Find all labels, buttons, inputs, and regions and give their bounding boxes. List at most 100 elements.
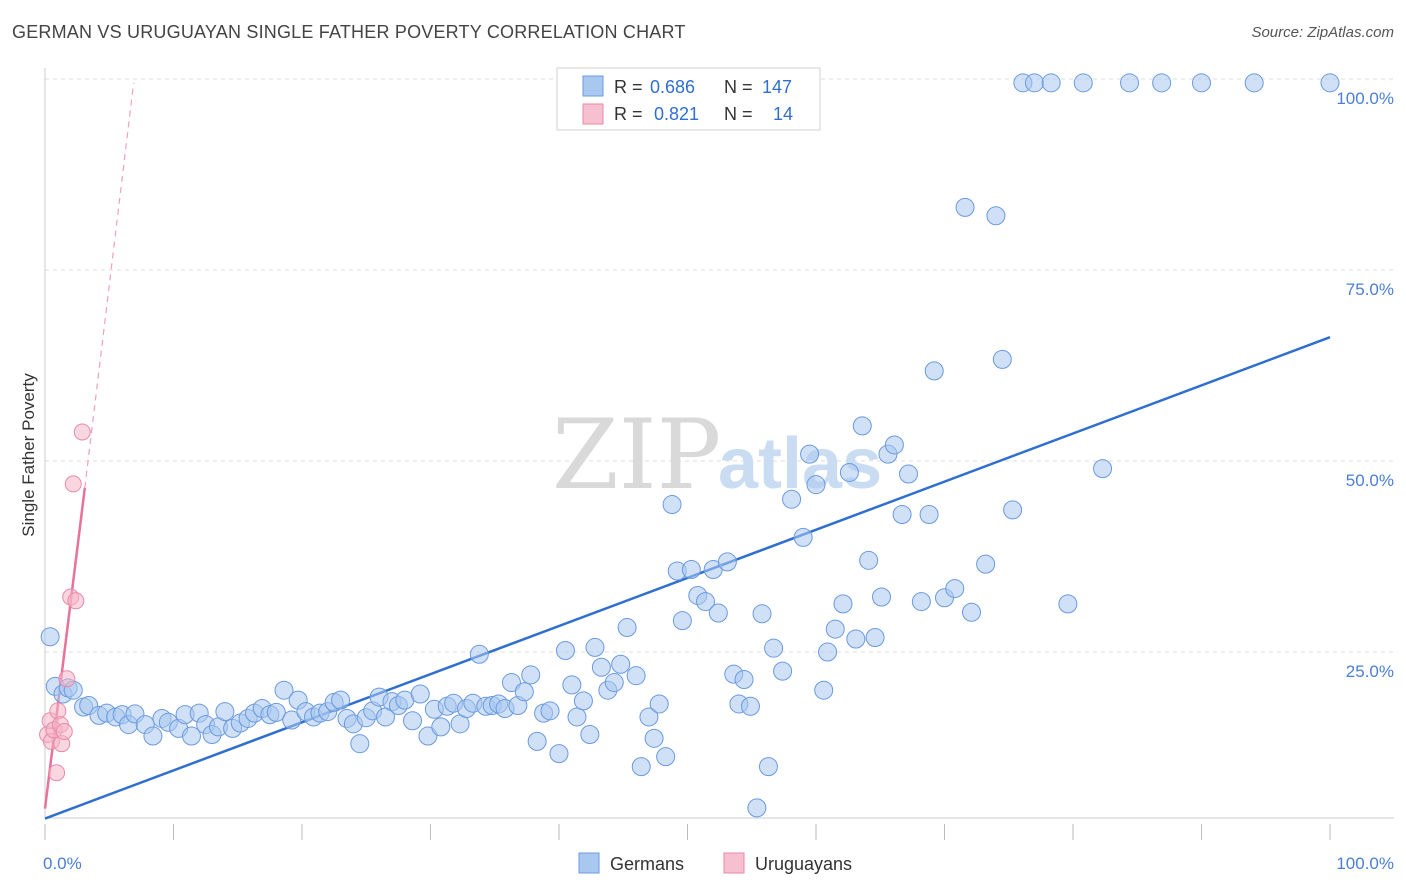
point-germans-118 — [846, 629, 866, 649]
point-germans-68 — [514, 682, 534, 702]
point-germans-144 — [1120, 73, 1140, 93]
point-germans-19 — [181, 726, 201, 746]
point-germans-136 — [992, 349, 1012, 369]
legend-r-label-germans: R = — [614, 77, 643, 97]
point-germans-116 — [833, 594, 853, 614]
y-tick-label-75: 75.0% — [1346, 280, 1394, 299]
point-germans-93 — [672, 611, 692, 631]
point-germans-141 — [1058, 594, 1078, 614]
point-germans-14 — [143, 726, 163, 746]
point-germans-70 — [527, 731, 547, 751]
point-germans-96 — [695, 592, 715, 612]
legend-r-label-uruguayans: R = — [614, 104, 643, 124]
point-germans-73 — [549, 744, 569, 764]
point-germans-124 — [884, 435, 904, 455]
point-germans-106 — [758, 757, 778, 777]
point-germans-102 — [734, 670, 754, 690]
point-uruguayans-12 — [67, 592, 85, 610]
point-uruguayans-13 — [73, 423, 91, 441]
point-germans-112 — [806, 475, 826, 495]
point-uruguayans-4 — [48, 764, 66, 782]
point-germans-107 — [764, 638, 784, 658]
point-germans-53 — [418, 726, 438, 746]
point-germans-148 — [1320, 73, 1340, 93]
point-germans-146 — [1192, 73, 1211, 93]
point-germans-115 — [825, 619, 845, 639]
y-tick-label-50: 50.0% — [1346, 471, 1394, 490]
point-germans-31 — [266, 702, 286, 722]
point-germans-122 — [872, 587, 892, 607]
point-germans-127 — [911, 592, 931, 612]
point-germans-72 — [540, 701, 560, 721]
point-germans-109 — [782, 489, 802, 509]
point-germans-32 — [274, 680, 294, 700]
legend-n-value-uruguayans: 14 — [773, 104, 793, 124]
point-germans-128 — [919, 504, 939, 524]
legend-n-label-germans: N = — [724, 77, 753, 97]
point-germans-125 — [892, 504, 912, 524]
point-germans-86 — [631, 757, 651, 777]
chart-source: Source: ZipAtlas.com — [1251, 24, 1394, 41]
point-germans-94 — [681, 559, 701, 579]
y-tick-label-100: 100.0% — [1336, 89, 1394, 108]
point-germans-76 — [567, 707, 587, 727]
point-germans-111 — [800, 444, 820, 464]
point-germans-24 — [215, 702, 235, 722]
point-germans-84 — [617, 618, 637, 638]
point-germans-139 — [1024, 73, 1044, 93]
point-germans-104 — [747, 798, 767, 818]
point-germans-113 — [814, 680, 834, 700]
legend-swatch-germans — [582, 75, 604, 97]
legend-swatch-uruguayans — [582, 103, 604, 125]
bottom-legend-label-uruguayans: Uruguayans — [755, 854, 852, 874]
point-germans-43 — [350, 734, 370, 754]
point-germans-33 — [282, 710, 302, 730]
point-germans-108 — [773, 661, 793, 681]
y-axis-label: Single Father Poverty — [19, 373, 38, 537]
point-germans-137 — [1003, 500, 1023, 520]
point-germans-77 — [573, 691, 593, 711]
point-germans-110 — [793, 527, 813, 547]
point-germans-103 — [740, 696, 760, 716]
point-germans-114 — [818, 642, 838, 662]
point-germans-119 — [852, 416, 872, 436]
point-germans-85 — [626, 666, 646, 686]
point-germans-88 — [644, 728, 664, 748]
point-germans-80 — [591, 657, 611, 677]
point-germans-117 — [839, 462, 859, 482]
point-germans-87 — [639, 707, 659, 727]
point-germans-0 — [40, 627, 60, 647]
point-germans-90 — [656, 747, 676, 767]
trend-line-uruguayans-extrapolated — [84, 82, 135, 488]
point-germans-51 — [403, 711, 423, 731]
point-germans-78 — [580, 725, 600, 745]
point-germans-143 — [1093, 459, 1113, 479]
point-germans-55 — [431, 717, 451, 737]
point-germans-120 — [859, 550, 879, 570]
point-germans-133 — [961, 602, 981, 622]
point-germans-82 — [604, 673, 624, 693]
series-uruguayans — [39, 423, 91, 782]
point-germans-61 — [469, 644, 489, 664]
point-germans-142 — [1073, 73, 1093, 93]
bottom-legend-swatch-germans — [578, 852, 600, 874]
bottom-legend-label-germans: Germans — [610, 854, 684, 874]
watermark-zip: ZIP — [552, 399, 721, 511]
point-germans-75 — [562, 675, 582, 695]
point-germans-52 — [410, 684, 430, 704]
point-germans-69 — [521, 665, 541, 685]
point-uruguayans-5 — [49, 702, 67, 720]
bottom-legend: Germans Uruguayans — [578, 852, 852, 874]
point-germans-66 — [501, 673, 521, 693]
point-germans-105 — [752, 604, 772, 624]
point-germans-98 — [708, 603, 728, 623]
bottom-legend-swatch-uruguayans — [723, 852, 745, 874]
point-germans-134 — [976, 554, 996, 574]
legend-n-label-uruguayans: N = — [724, 104, 753, 124]
point-germans-129 — [924, 361, 944, 381]
point-germans-74 — [555, 640, 575, 660]
watermark-atlas: atlas — [718, 424, 882, 504]
point-germans-79 — [585, 637, 605, 657]
point-germans-132 — [955, 197, 975, 217]
